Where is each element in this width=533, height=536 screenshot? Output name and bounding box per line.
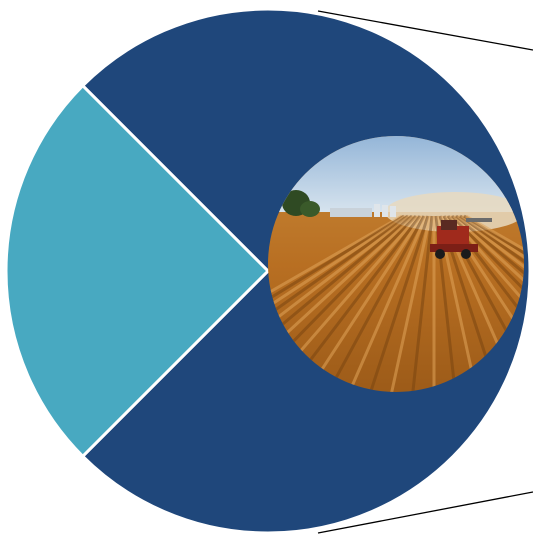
crop-row <box>452 214 524 392</box>
farm-buildings <box>330 204 396 217</box>
crop-row <box>457 214 524 392</box>
crop-row <box>410 215 434 392</box>
crop-row <box>268 214 405 392</box>
wheat-field-photo <box>268 136 524 392</box>
crop-row <box>268 214 409 392</box>
callout-line-top <box>317 10 533 51</box>
crop-row <box>463 214 524 392</box>
crop-row <box>268 214 411 392</box>
crop-row <box>268 214 407 392</box>
crop-row <box>459 214 524 392</box>
crop-row <box>461 214 524 392</box>
pie-slice-minor <box>4 83 271 459</box>
crop-row <box>268 214 413 392</box>
crop-row <box>388 215 432 392</box>
crop-row <box>450 214 524 392</box>
crop-row <box>268 214 416 392</box>
crop-row <box>465 214 524 392</box>
crop-row <box>344 215 428 392</box>
crop-row <box>268 214 418 392</box>
callout-line-bottom <box>317 491 533 534</box>
crop-row <box>366 215 430 392</box>
crop-row <box>268 214 403 392</box>
combine-harvester <box>430 218 492 259</box>
crop-row <box>455 214 524 392</box>
callout-lines <box>317 10 533 534</box>
crop-row <box>322 215 426 392</box>
tree-line <box>282 190 320 217</box>
